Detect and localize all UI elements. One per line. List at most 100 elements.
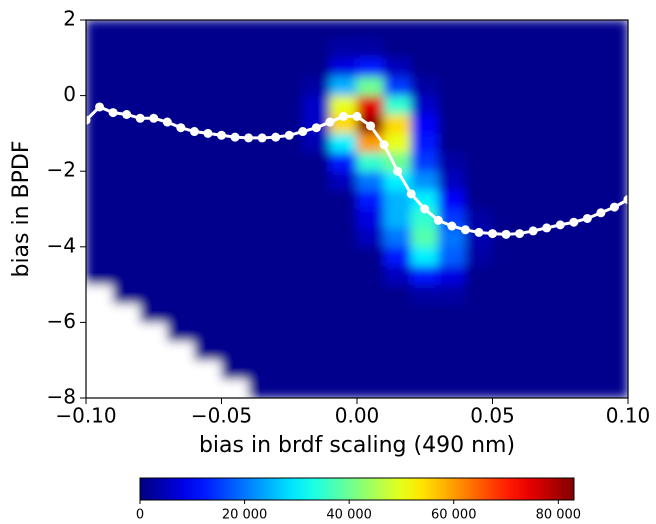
y-tick-label: −2 (47, 158, 76, 182)
heatmap-cell (600, 208, 628, 229)
line-point (122, 110, 132, 119)
heatmap-cell (248, 359, 276, 380)
heatmap-cell (112, 95, 141, 115)
heatmap-cell (329, 76, 358, 96)
line-point (257, 133, 267, 143)
line-point (474, 227, 484, 237)
heatmap-cell (86, 133, 114, 153)
heatmap-cell (86, 76, 114, 96)
heatmap-cell (465, 95, 493, 115)
heatmap-cell (194, 38, 222, 59)
heatmap-cell (410, 20, 439, 40)
heatmap-cell (194, 227, 222, 248)
line-point (95, 102, 105, 112)
heatmap-cell (329, 378, 358, 398)
heatmap-cell (167, 265, 195, 285)
heatmap-cell (492, 38, 520, 59)
heatmap-cell (492, 265, 520, 285)
heatmap-cell (356, 246, 385, 266)
heatmap-cell (139, 152, 168, 172)
heatmap-cell (194, 20, 222, 40)
heatmap-cell (546, 20, 575, 40)
heatmap-cell (112, 38, 141, 59)
line-point (515, 229, 525, 239)
heatmap-cell (167, 95, 195, 115)
heatmap-cell (194, 265, 222, 285)
heatmap-cell (248, 114, 276, 134)
line-point (284, 130, 294, 140)
heatmap-cell (248, 303, 276, 323)
heatmap-cell (302, 189, 331, 210)
heatmap-cell (465, 265, 493, 285)
line-point (406, 189, 416, 199)
heatmap-cell (465, 359, 493, 380)
heatmap-cell (383, 133, 412, 153)
heatmap-cell (383, 265, 412, 285)
heatmap-cell (248, 76, 276, 96)
heatmap-cell (356, 189, 385, 210)
heatmap-cell (275, 246, 304, 266)
heatmap-cell (194, 189, 222, 210)
heatmap-cell (410, 284, 439, 304)
heatmap-cell (573, 20, 602, 40)
heatmap-cell (329, 265, 358, 285)
heatmap-cell (112, 284, 141, 304)
heatmap-cell (356, 341, 385, 361)
heatmap-cell (248, 20, 276, 40)
heatmap-cell (438, 284, 466, 304)
heatmap-cell (600, 57, 628, 77)
heatmap-cell (112, 114, 141, 134)
heatmap-cell (194, 76, 222, 96)
heatmap-cell (410, 246, 439, 266)
line-point (542, 223, 552, 233)
heatmap-cell (329, 20, 358, 40)
heatmap-cell (546, 284, 575, 304)
heatmap-cell (383, 246, 412, 266)
heatmap-cell (275, 227, 304, 248)
heatmap-cell (410, 152, 439, 172)
heatmap-cell (275, 284, 304, 304)
x-axis-label: bias in brdf scaling (490 nm) (199, 433, 515, 458)
heatmap-cell (329, 38, 358, 59)
heatmap-cell (302, 208, 331, 229)
heatmap-cell (438, 114, 466, 134)
heatmap-cell (519, 303, 547, 323)
line-point (460, 225, 470, 235)
heatmap-cell (519, 170, 547, 191)
heatmap-cell (600, 152, 628, 172)
heatmap-cell (600, 322, 628, 342)
heatmap-cell (167, 76, 195, 96)
heatmap-cell (573, 38, 602, 59)
heatmap-cell (275, 38, 304, 59)
heatmap-cell (112, 57, 141, 77)
heatmap-cell (383, 303, 412, 323)
heatmap-cell (356, 265, 385, 285)
heatmap-cell (519, 95, 547, 115)
heatmap-cell (438, 152, 466, 172)
heatmap-cell (573, 227, 602, 248)
heatmap-cell (546, 95, 575, 115)
heatmap-cell (600, 114, 628, 134)
heatmap-cell (112, 265, 141, 285)
heatmap-cell (546, 170, 575, 191)
heatmap-cell (356, 170, 385, 191)
heatmap-cell (438, 322, 466, 342)
heatmap-cell (356, 303, 385, 323)
heatmap-cell (248, 189, 276, 210)
x-tick-label: 0.00 (335, 404, 380, 428)
colorbar-tick-label: 0 (136, 508, 144, 523)
heatmap-cell (167, 38, 195, 59)
heatmap-cell (546, 57, 575, 77)
line-point (528, 226, 538, 236)
heatmap-cell (167, 133, 195, 153)
heatmap-cell (275, 341, 304, 361)
heatmap-cell (194, 303, 222, 323)
heatmap-cell (383, 208, 412, 229)
heatmap-cell (248, 378, 276, 398)
heatmap-cell (492, 341, 520, 361)
heatmap-cell (221, 322, 249, 342)
heatmap-cell (248, 95, 276, 115)
line-point (108, 108, 118, 118)
heatmap-cell (194, 57, 222, 77)
heatmap-cell (465, 189, 493, 210)
